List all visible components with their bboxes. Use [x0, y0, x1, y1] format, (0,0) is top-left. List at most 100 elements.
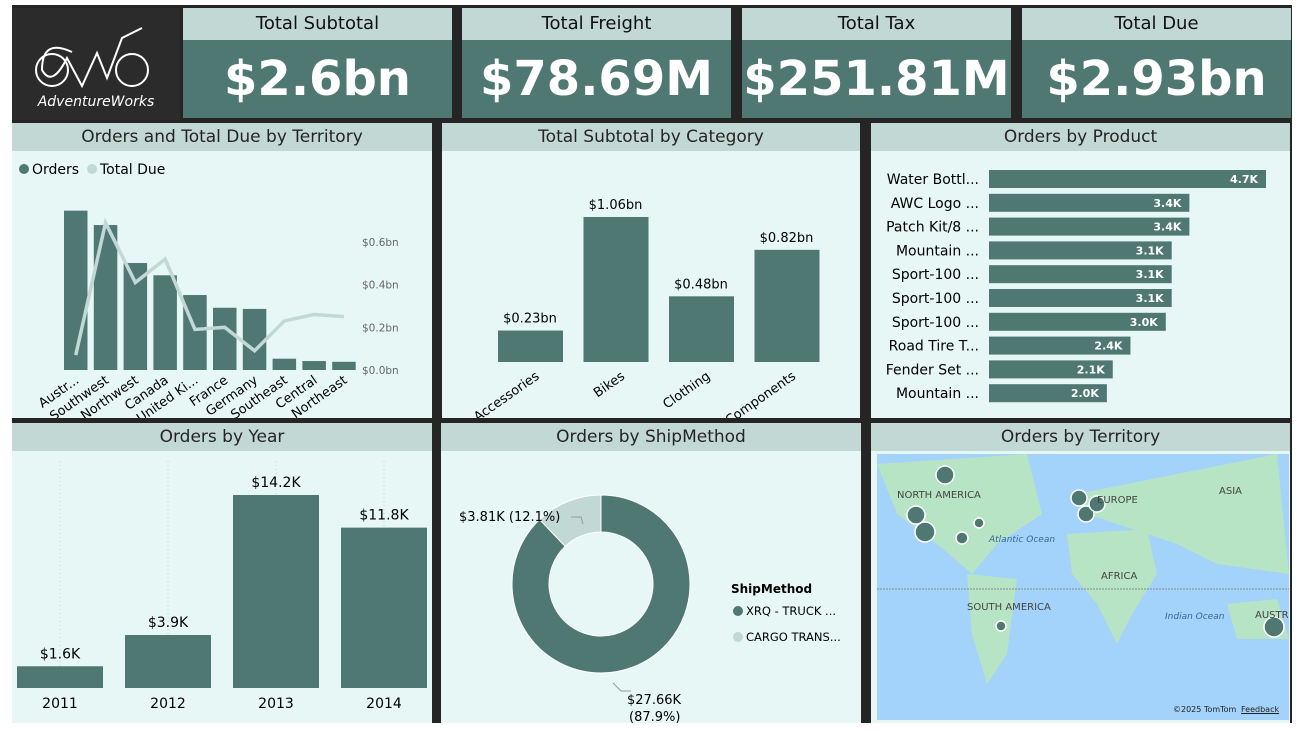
data-label: $11.8K — [359, 508, 409, 524]
bar-orders — [242, 308, 267, 370]
y2-tick-label: $0.2bn — [362, 322, 399, 334]
legend-title: ShipMethod — [731, 582, 812, 596]
dashboard: AdventureWorks Total Subtotal $2.6bn Total… — [12, 5, 1292, 725]
bar-orders — [332, 361, 356, 370]
legend-marker — [733, 632, 743, 642]
data-label: 2.1K — [1077, 363, 1105, 376]
map-bubble[interactable] — [1077, 505, 1095, 523]
y-tick-label: Sport-100 ... — [892, 315, 979, 331]
map-bubble[interactable] — [973, 517, 985, 529]
panel-title: Total Subtotal by Category — [442, 123, 860, 151]
bar-year — [125, 634, 211, 688]
map[interactable]: NORTH AMERICA EUROPE ASIA Atlantic Ocean… — [877, 454, 1289, 720]
bar-category — [583, 217, 649, 362]
logo: AdventureWorks — [12, 8, 180, 120]
bar-product — [989, 193, 1190, 212]
map-label: SOUTH AMERICA — [967, 602, 1051, 613]
map-bubble[interactable] — [1263, 616, 1285, 638]
map-bubble[interactable] — [935, 465, 955, 485]
leader-line — [612, 682, 631, 692]
legend-label: Total Due — [99, 162, 165, 178]
panel-title: Orders by Year — [12, 423, 432, 451]
kpi-card: Total Tax $251.81M — [742, 8, 1011, 118]
bar-product — [989, 265, 1172, 284]
data-label: $3.81K (12.1%) — [459, 510, 560, 525]
x-tick-label: 2014 — [366, 696, 402, 712]
map-land — [877, 454, 1289, 684]
bar-year — [17, 666, 103, 688]
data-label: $1.06bn — [589, 198, 643, 213]
bar-product — [989, 217, 1190, 236]
map-bubble[interactable] — [914, 521, 936, 543]
bar-product — [989, 241, 1172, 260]
legend-label: XRQ - TRUCK ... — [746, 604, 836, 618]
line-total-due — [74, 217, 345, 356]
map-label: EUROPE — [1097, 495, 1138, 506]
bar-year — [233, 495, 319, 688]
kpi-title: Total Due — [1022, 8, 1291, 40]
x-tick-label: Accessories — [471, 369, 542, 418]
data-label: 3.1K — [1136, 292, 1164, 305]
bar-product — [989, 170, 1266, 188]
map-bubble[interactable] — [1070, 489, 1088, 507]
kpi-title: Total Subtotal — [183, 8, 452, 40]
x-tick-label: Components — [723, 369, 799, 418]
bar-orders — [153, 275, 177, 370]
bar-orders — [123, 263, 148, 370]
kpi-card: Total Subtotal $2.6bn — [183, 8, 452, 118]
bar-product — [989, 336, 1131, 355]
panel-territory-orders: Orders and Total Due by Territory Orders… — [12, 123, 432, 426]
map-attribution: ©2025 TomTom — [1173, 705, 1237, 714]
bike-logo-icon: AdventureWorks — [35, 27, 154, 110]
legend-marker — [733, 606, 743, 616]
map-bubble[interactable] — [906, 505, 926, 525]
map-feedback-link[interactable]: Feedback — [1241, 705, 1280, 714]
panel-shipmethod: Orders by ShipMethod $27.66K (87.9%) $3.81… — [441, 423, 861, 725]
y-tick-label: AWC Logo ... — [891, 196, 979, 212]
data-label: $1.6K — [40, 646, 81, 662]
panel-category: Total Subtotal by Category $0.23bn Access… — [442, 123, 860, 428]
map-label: ASIA — [1219, 486, 1242, 497]
y-tick-label: Fender Set ... — [886, 362, 979, 378]
map-label: Indian Ocean — [1165, 612, 1225, 622]
map-bubble[interactable] — [1088, 495, 1106, 513]
map-bubbles — [906, 465, 1285, 638]
kpi-value: $251.81M — [742, 40, 1011, 118]
bar-category — [498, 330, 563, 362]
kpi-title: Total Freight — [462, 8, 731, 40]
panel-title: Orders by Product — [871, 123, 1290, 151]
data-label: $0.23bn — [503, 312, 557, 327]
legend-total-due-marker — [87, 164, 97, 174]
bar-category — [754, 249, 820, 362]
kpi-value: $2.93bn — [1022, 40, 1291, 118]
x-tick-label: Bikes — [591, 369, 628, 401]
data-label: $0.82bn — [760, 231, 814, 246]
map-bubble[interactable] — [955, 531, 969, 545]
donut-slice — [538, 494, 602, 548]
y2-tick-label: $0.6bn — [362, 237, 399, 249]
data-label: $3.9K — [148, 615, 189, 631]
panel-product: Orders by Product Water Bottl... 4.7K AWC … — [871, 123, 1290, 418]
bar-category — [669, 296, 734, 362]
data-label: (87.9%) — [629, 710, 680, 723]
legend-label: CARGO TRANS... — [746, 630, 841, 644]
map-label: Atlantic Ocean — [989, 535, 1056, 545]
y-tick-label: Sport-100 ... — [892, 267, 979, 283]
legend-label: Orders — [32, 162, 79, 178]
bar-orders — [213, 307, 237, 370]
panel-title: Orders and Total Due by Territory — [12, 123, 432, 151]
data-label: 3.0K — [1130, 316, 1158, 329]
leader-line — [571, 516, 584, 525]
bar-product — [989, 312, 1166, 331]
x-tick-label: 2011 — [42, 696, 78, 712]
panel-title: Orders by ShipMethod — [441, 423, 861, 451]
donut-slice — [511, 494, 691, 674]
data-label: 3.4K — [1153, 221, 1181, 234]
data-label: 3.1K — [1136, 244, 1164, 257]
y-tick-label: Road Tire T... — [889, 339, 979, 355]
bar-product — [989, 360, 1113, 379]
data-label: 2.4K — [1094, 340, 1122, 353]
map-bubble[interactable] — [995, 620, 1007, 632]
bar-orders — [302, 361, 326, 370]
bar-product — [989, 289, 1172, 307]
